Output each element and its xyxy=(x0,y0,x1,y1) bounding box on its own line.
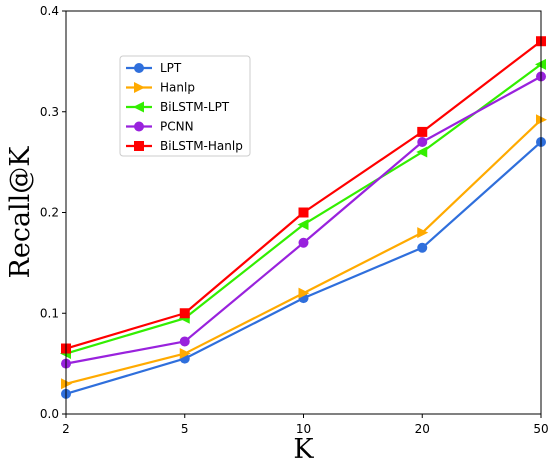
y-axis-label: Recall@K xyxy=(5,146,36,279)
y-axis-ticks: 0.0 0.1 0.2 0.3 0.4 xyxy=(40,4,66,421)
y-tick-label: 0.2 xyxy=(40,206,59,220)
legend: LPT Hanlp BiLSTM-LPT PCNN BiLSTM-Hanlp xyxy=(119,55,251,157)
data-point-bilstm-hanlp xyxy=(417,126,428,137)
data-point-pcnn xyxy=(417,136,428,147)
y-tick-label: 0.4 xyxy=(40,4,59,18)
data-point-hanlp xyxy=(417,227,429,239)
data-point-bilstm-hanlp xyxy=(298,207,309,218)
series-line-lpt xyxy=(65,141,542,395)
data-point-pcnn xyxy=(298,237,309,248)
data-point-bilstm-lpt xyxy=(297,219,309,231)
legend-label: BiLSTM-Hanlp xyxy=(160,139,243,153)
data-point-hanlp xyxy=(179,348,191,360)
legend-label: LPT xyxy=(160,61,182,75)
legend-entry-lpt: LPT xyxy=(126,61,182,75)
legend-swatch-marker xyxy=(134,141,144,151)
legend-swatch-marker xyxy=(134,63,144,73)
plot-frame xyxy=(65,10,542,415)
legend-swatch-marker xyxy=(134,82,145,93)
legend-entry-hanlp: Hanlp xyxy=(126,81,195,95)
legend-label: Hanlp xyxy=(160,81,195,95)
legend-entry-bilstm-hanlp: BiLSTM-Hanlp xyxy=(126,139,243,153)
legend-label: PCNN xyxy=(160,120,194,134)
data-point-bilstm-hanlp xyxy=(179,308,190,319)
legend-swatch-marker xyxy=(133,101,144,113)
x-tick-label: 10 xyxy=(296,422,311,436)
data-point-bilstm-lpt xyxy=(416,146,428,158)
series-lpt xyxy=(61,136,546,399)
y-tick-label: 0.3 xyxy=(40,105,59,119)
data-point-pcnn xyxy=(179,336,190,347)
x-axis-ticks: 2 5 10 20 50 xyxy=(62,414,549,436)
x-tick-label: 5 xyxy=(181,422,189,436)
legend-swatch-marker xyxy=(134,121,144,132)
x-tick-label: 2 xyxy=(62,422,70,436)
data-point-lpt xyxy=(417,242,428,253)
y-tick-label: 0.0 xyxy=(40,407,59,421)
y-tick-label: 0.1 xyxy=(40,306,59,320)
data-point-hanlp xyxy=(298,287,310,299)
x-tick-label: 20 xyxy=(415,422,430,436)
legend-box xyxy=(119,55,251,157)
x-tick-label: 50 xyxy=(533,422,548,436)
x-axis-label: K xyxy=(293,434,314,463)
series-line-hanlp xyxy=(65,119,542,385)
legend-label: BiLSTM-LPT xyxy=(160,100,230,114)
legend-entry-pcnn: PCNN xyxy=(126,120,194,134)
legend-entry-bilstm-lpt: BiLSTM-LPT xyxy=(126,100,230,114)
